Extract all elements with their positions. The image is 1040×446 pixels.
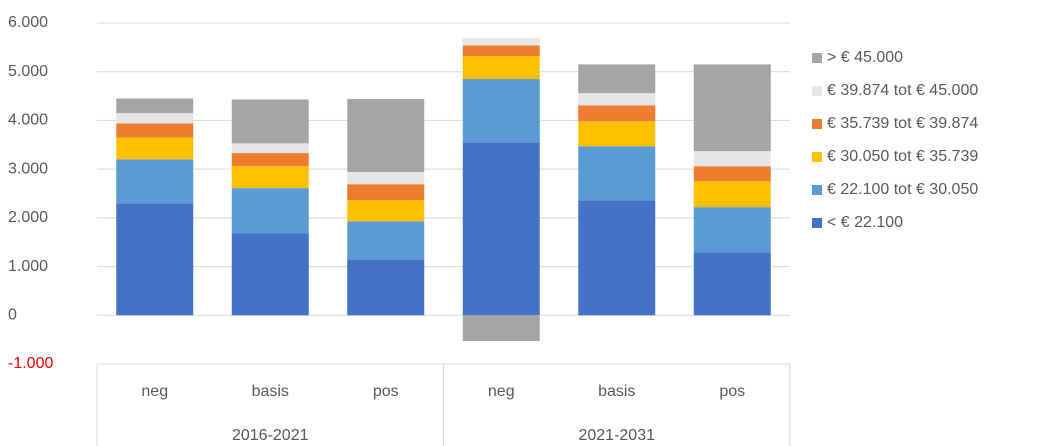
legend-swatch [812, 152, 822, 162]
legend-label: € 39.874 tot € 45.000 [827, 82, 978, 99]
x-tick-label: basis [252, 383, 289, 400]
bar-segment [116, 98, 194, 114]
legend-label: > € 45.000 [827, 49, 903, 66]
x-tick-label: neg [488, 383, 515, 400]
bar-segment [578, 64, 656, 94]
legend-swatch [812, 119, 822, 129]
bar-segment [578, 200, 656, 316]
y-tick-label: 0 [8, 307, 17, 324]
bar-segment [578, 121, 656, 147]
y-tick-label: 4.000 [8, 112, 48, 129]
bar-segment [347, 221, 425, 260]
x-tick-label: pos [719, 383, 745, 400]
bar-segment [578, 93, 656, 106]
bar-segment [231, 153, 309, 167]
bar-segment [116, 113, 194, 124]
x-tick-label: pos [373, 383, 399, 400]
y-tick-label: -1.000 [8, 355, 53, 372]
bar-segment [231, 99, 309, 144]
bar-segment [578, 105, 656, 122]
bar-segment [347, 172, 425, 185]
x-tick-label: basis [598, 383, 635, 400]
bar-segment [693, 181, 771, 208]
bar-segment [462, 38, 540, 46]
legend-swatch [812, 218, 822, 228]
legend-label: € 22.100 tot € 30.050 [827, 181, 978, 198]
bar-segment [231, 233, 309, 316]
group-label: 2021-2031 [578, 427, 655, 444]
bar-segment [693, 166, 771, 182]
y-tick-label: 6.000 [8, 14, 48, 31]
legend-swatch [812, 53, 822, 63]
x-tick-label: neg [141, 383, 168, 400]
bar-segment [693, 252, 771, 316]
bar-segment [231, 166, 309, 189]
bar-segment [231, 188, 309, 234]
bar-segment [116, 203, 194, 316]
bar-segment [462, 45, 540, 57]
bar-segment [116, 137, 194, 160]
bar-segment [347, 98, 425, 173]
bar-segment [462, 56, 540, 80]
legend-swatch [812, 185, 822, 195]
legend-label: € 30.050 tot € 35.739 [827, 148, 978, 165]
y-tick-label: 2.000 [8, 209, 48, 226]
bar-segment [462, 315, 540, 342]
y-tick-label: 5.000 [8, 63, 48, 80]
bar-segment [578, 146, 656, 201]
bar-segment [347, 184, 425, 201]
bar-segment [231, 143, 309, 154]
y-tick-label: 3.000 [8, 160, 48, 177]
group-label: 2016-2021 [232, 427, 309, 444]
bar-segment [116, 159, 194, 204]
bar-segment [693, 207, 771, 253]
bar-segment [116, 123, 194, 138]
bar-segment [693, 151, 771, 167]
bar-segment [347, 200, 425, 222]
y-tick-label: 1.000 [8, 258, 48, 275]
bar-segment [693, 64, 771, 152]
legend-swatch [812, 86, 822, 96]
legend-label: < € 22.100 [827, 214, 903, 231]
bar-segment [462, 142, 540, 316]
legend-label: € 35.739 tot € 39.874 [827, 115, 978, 132]
bar-segment [462, 79, 540, 143]
bar-segment [347, 259, 425, 316]
